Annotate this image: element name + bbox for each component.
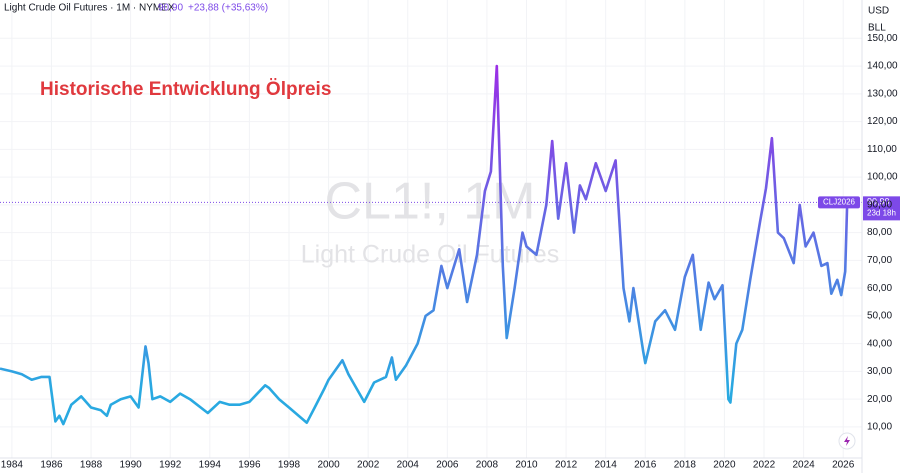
y-tick-label: 100,00 [867, 172, 898, 183]
x-tick-label: 2000 [317, 460, 340, 471]
x-tick-label: 2012 [555, 460, 578, 471]
y-tick-label: 120,00 [867, 116, 898, 127]
watermark-symbol: CL1!, 1M [325, 173, 536, 231]
price-line [0, 64, 849, 426]
y-tick-label: 140,00 [867, 61, 898, 72]
x-tick-label: 1994 [199, 460, 222, 471]
x-tick-label: 2020 [713, 460, 736, 471]
x-tick-label: 2006 [436, 460, 459, 471]
y-tick-label: 90,00 [867, 199, 892, 210]
x-tick-label: 2024 [792, 460, 815, 471]
y-tick-label: 110,00 [867, 144, 897, 155]
x-tick-label: 2010 [515, 460, 538, 471]
x-tick-label: 2018 [674, 460, 697, 471]
x-tick-label: 1986 [40, 460, 63, 471]
y-tick-label: 10,00 [867, 422, 892, 433]
x-tick-label: 2004 [397, 460, 420, 471]
x-tick-label: 1990 [120, 460, 143, 471]
axis-unit: BLL [868, 23, 886, 34]
last-price: 90,90 [158, 3, 183, 14]
y-tick-label: 80,00 [867, 227, 892, 238]
y-tick-label: 50,00 [867, 311, 892, 322]
contract-label: CLJ2026 [823, 197, 856, 206]
x-tick-label: 1988 [80, 460, 103, 471]
x-tick-label: 1996 [238, 460, 261, 471]
price-change: +23,88 (+35,63%) [188, 3, 268, 14]
chart-title: Historische Entwicklung Ölpreis [40, 79, 331, 100]
countdown: 23d 18h [867, 208, 896, 217]
x-tick-label: 2014 [595, 460, 618, 471]
unit-box [863, 0, 900, 40]
y-tick-label: 150,00 [867, 33, 898, 44]
watermark-name: Light Crude Oil Futures [301, 241, 559, 269]
x-tick-label: 1984 [1, 460, 24, 471]
price-tag-value: 90,90 [867, 197, 890, 207]
x-tick-label: 2008 [476, 460, 499, 471]
x-tick-label: 1992 [159, 460, 182, 471]
x-tick-label: 2026 [832, 460, 855, 471]
price-tag [863, 196, 900, 221]
y-tick-label: 70,00 [867, 255, 892, 266]
y-tick-label: 130,00 [867, 88, 898, 99]
y-tick-label: 30,00 [867, 366, 892, 377]
y-tick-label: 40,00 [867, 338, 892, 349]
y-tick-label: 60,00 [867, 283, 892, 294]
x-tick-label: 1998 [278, 460, 301, 471]
contract-tag [818, 196, 860, 209]
lightning-icon [844, 436, 850, 446]
axis-unit: USD [868, 6, 889, 17]
y-tick-label: 20,00 [867, 394, 892, 405]
x-tick-label: 2016 [634, 460, 657, 471]
x-tick-label: 2002 [357, 460, 380, 471]
x-tick-label: 2022 [753, 460, 776, 471]
symbol-header: Light Crude Oil Futures · 1M · NYMEX [4, 3, 175, 14]
